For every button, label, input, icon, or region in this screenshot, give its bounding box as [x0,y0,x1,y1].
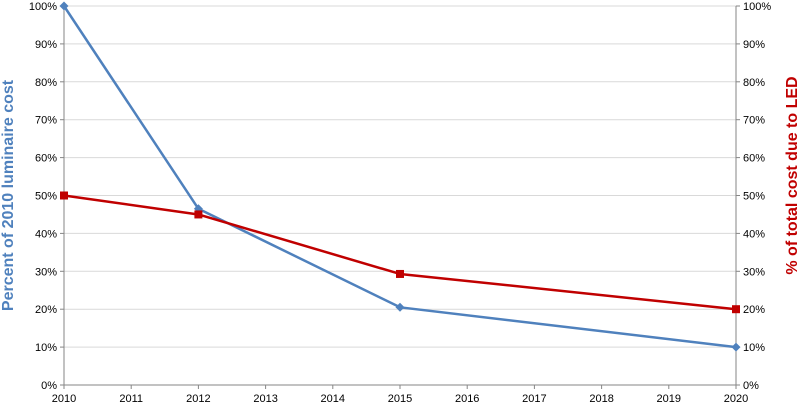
series-1-point [731,342,741,352]
left-y-tick-label: 20% [35,304,57,316]
right-y-tick-label: 30% [743,266,765,278]
x-tick-label: 2013 [253,393,277,405]
gridlines [64,5,736,348]
right-y-tick-label: 60% [743,153,765,165]
left-y-tick-label: 30% [35,266,57,278]
right-y-tick-label: 50% [743,191,765,203]
x-tick-label: 2012 [186,393,210,405]
series-1-line [62,5,737,349]
left-y-axis-title: Percent of 2010 luminaire cost [0,79,17,311]
x-axis-ticks: 2010 2011 2012 2013 2014 2015 2016 2017 2018 2019… [52,393,748,405]
left-y-tick-label: 0% [41,380,57,392]
right-y-tick-label: 10% [743,342,765,354]
right-y-axis-title: % of total cost due to LED [784,76,800,274]
left-y-tick-label: 40% [35,228,57,240]
left-y-tick-label: 80% [35,77,57,89]
x-tick-label: 2017 [522,393,546,405]
series-2-point [60,191,68,200]
series-1-point [395,302,405,312]
left-y-tick-label: 50% [35,191,57,203]
right-y-tick-label: 100% [743,1,771,13]
series-layer [59,1,741,352]
series-2-point [396,269,404,278]
x-tick-label: 2014 [321,393,345,405]
right-y-tick-label: 80% [743,77,765,89]
right-y-axis-ticks: 0% 10% 20% 30% 40% 50% 60% 70% 80% 90% 100% [743,1,771,392]
x-tick-label: 2010 [52,393,76,405]
x-tick-label: 2015 [388,393,412,405]
right-y-tick-label: 20% [743,304,765,316]
right-y-tick-label: 0% [743,380,759,392]
series-2-point [194,210,203,219]
x-tick-label: 2011 [119,393,143,405]
x-tick-label: 2019 [657,393,681,405]
x-tick-label: 2018 [589,393,613,405]
left-y-tick-label: 10% [35,342,57,354]
left-y-tick-label: 70% [35,115,57,127]
right-y-tick-label: 70% [743,115,765,127]
x-tick-label: 2016 [455,393,479,405]
axes [60,5,740,389]
right-y-tick-label: 90% [743,39,765,51]
series-2-line [63,194,737,311]
series-1-point [59,1,69,11]
left-y-tick-label: 60% [35,153,57,165]
left-y-tick-label: 90% [35,39,57,51]
series-2-point [732,305,740,314]
left-y-tick-label: 100% [29,1,57,13]
left-y-axis-ticks: 0% 10% 20% 30% 40% 50% 60% 70% 80% 90% 100% [29,1,57,392]
right-y-tick-label: 40% [743,228,765,240]
x-tick-label: 2020 [724,393,748,405]
